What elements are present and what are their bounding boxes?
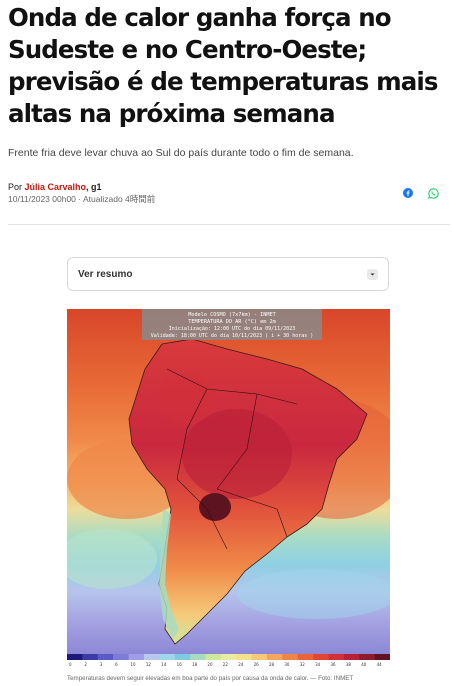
scale-label: 16 [177,662,183,667]
summary-label: Ver resumo [78,268,133,280]
scale-swatch [359,654,375,660]
scale-label: 3 [100,662,103,667]
scale-swatch [128,654,145,660]
image-caption: Temperaturas devem seguir elevadas em bo… [67,675,354,682]
scale-swatch [190,654,206,660]
scale-swatch [159,654,175,660]
scale-swatch [297,654,314,660]
scale-swatch [67,654,83,660]
facebook-icon [403,188,413,198]
byline: Por Júlia Carvalho, g1 [8,182,102,193]
scale-swatch [174,654,191,660]
scale-swatch [143,654,160,660]
scale-swatch [205,654,222,660]
facebook-share-button[interactable] [401,186,415,200]
scale-label: 38 [346,662,352,667]
scale-label: 36 [330,662,336,667]
color-scale-legend: 0 2 3 6 10 12 14 16 18 20 22 24 26 28 30 32 34 36 38 40 44 [67,654,390,667]
scale-swatch [328,654,345,660]
map-header-line4: Validade: 18:00 UTC do dia 10/11/2023 ( … [151,333,314,339]
scale-label: 44 [377,662,383,667]
scale-label: 22 [223,662,229,667]
scale-label: 0 [69,662,72,667]
temperature-map-graphic: Modelo COSMO (7x7km) - INMET TEMPERATURA… [67,309,390,667]
outlet-name: , g1 [86,182,102,192]
scale-swatch [82,654,99,660]
headline: Onda de calor ganha força no Sudeste e n… [8,3,438,128]
summary-toggle[interactable]: Ver resumo [67,257,389,291]
scale-label: 10 [131,662,137,667]
scale-swatch [236,654,252,660]
scale-swatch [220,654,237,660]
scale-label: 24 [238,662,244,667]
scale-swatch [113,654,129,660]
scale-swatch [282,654,299,660]
subheadline: Frente fria deve levar chuva ao Sul do p… [8,147,354,159]
map-header-line2: TEMPERATURA DO AR (°C) em 2m [188,319,275,325]
scale-label: 20 [207,662,213,667]
map-header-line3: Inicialização: 12:00 UTC do dia 09/11/20… [169,326,295,332]
scale-swatch [97,654,114,660]
whatsapp-share-button[interactable] [426,186,440,200]
divider [8,224,450,225]
map-header-line1: Modelo COSMO (7x7km) - INMET [188,312,275,318]
scale-label: 6 [115,662,118,667]
scale-label: 28 [269,662,275,667]
byline-prefix: Por [8,182,25,192]
scale-label: 34 [315,662,321,667]
scale-label: 30 [284,662,290,667]
scale-swatch [251,654,268,660]
scale-label: 26 [254,662,260,667]
scale-swatch [313,654,329,660]
scale-label: 18 [192,662,198,667]
whatsapp-icon [427,187,439,199]
scale-label: 32 [300,662,306,667]
scale-swatch [343,654,360,660]
scale-label: 14 [161,662,167,667]
scale-label: 40 [361,662,367,667]
temperature-forecast-map: Modelo COSMO (7x7km) - INMET TEMPERATURA… [67,309,390,667]
chevron-down-icon [367,268,378,280]
scale-swatch [266,654,283,660]
author-link[interactable]: Júlia Carvalho [24,182,87,192]
publish-date: 10/11/2023 00h00 · Atualizado 4時間前 [8,194,156,204]
scale-label: 2 [84,662,87,667]
scale-swatch [374,654,390,660]
scale-label: 12 [146,662,152,667]
